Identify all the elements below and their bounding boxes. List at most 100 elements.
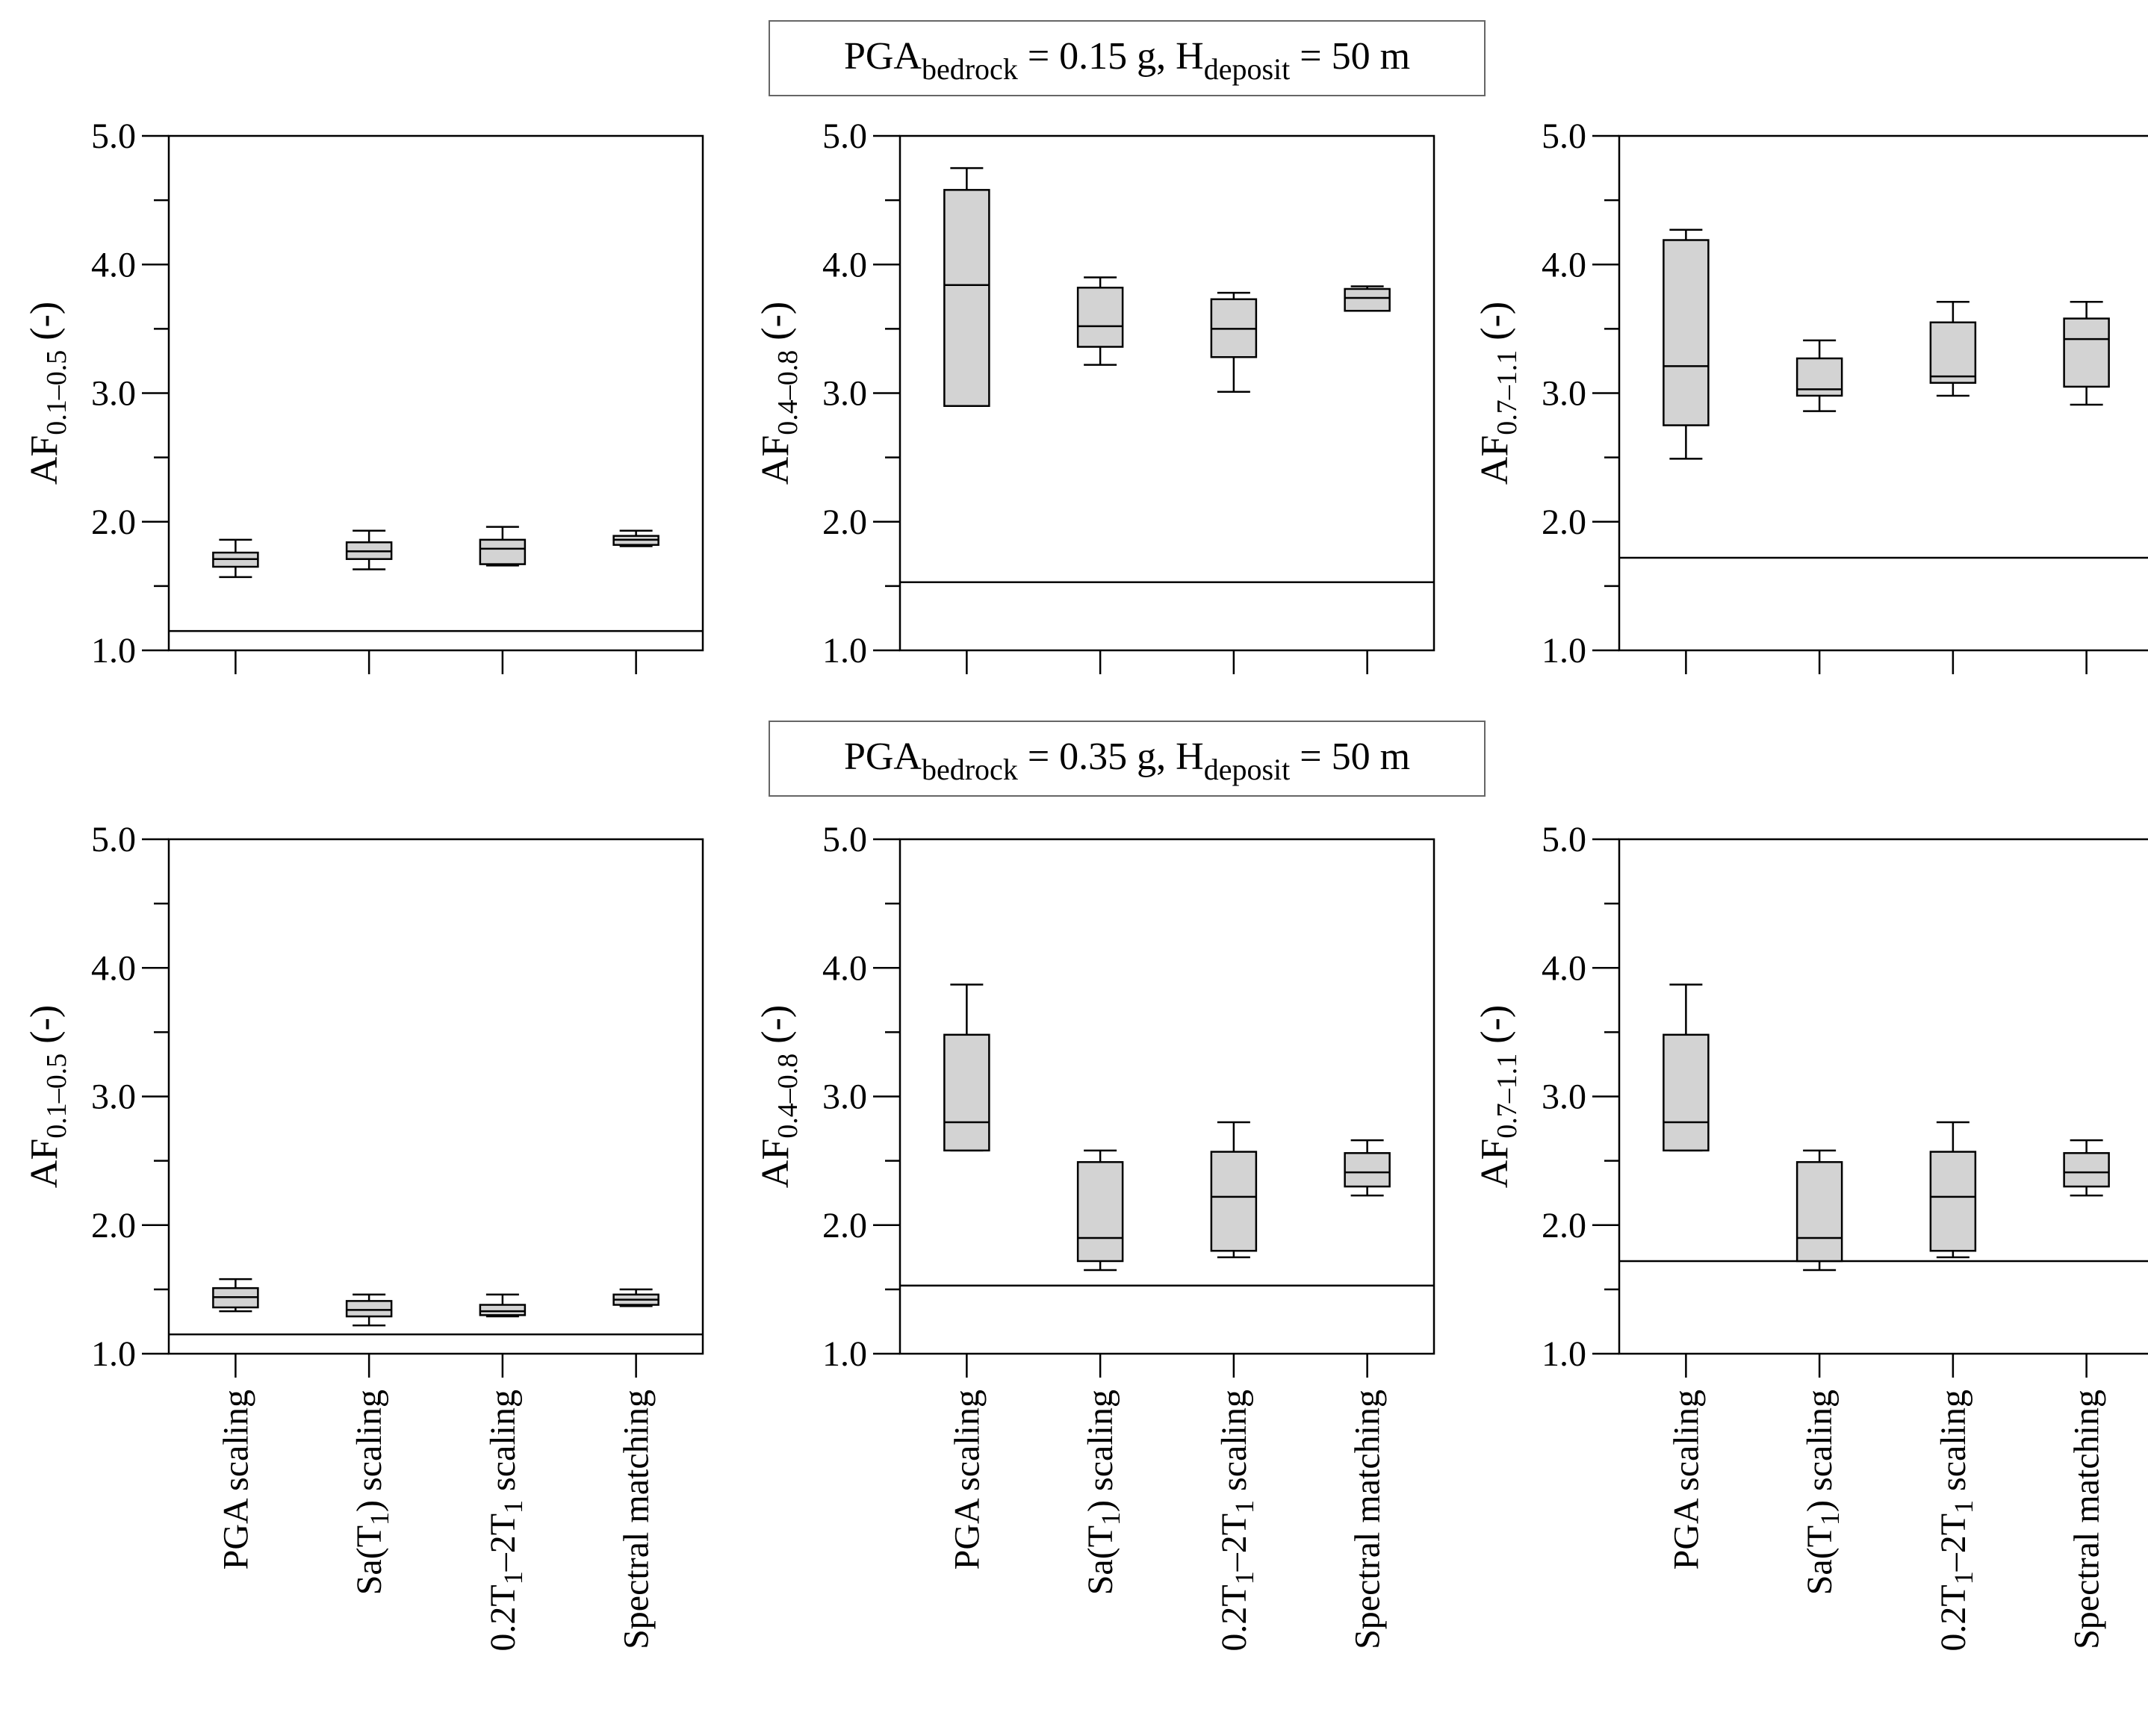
group-label-top-frame xyxy=(769,20,1486,96)
box-1 xyxy=(345,529,393,570)
group-label-bottom-frame xyxy=(769,721,1486,797)
y-tick-label: 1.0 xyxy=(822,1334,867,1374)
box-0 xyxy=(1663,228,1710,460)
iqr-box xyxy=(1076,287,1124,348)
panel-1-1: 1.0 2.0 3.0 4.0 5.0 AF0.4–0.8 (-) PGA scaling S… xyxy=(754,820,1435,1652)
iqr-box xyxy=(1344,287,1391,312)
y-tick-label: 4.0 xyxy=(822,948,867,988)
x-category-label-spectral: Spectral matching xyxy=(617,1390,656,1649)
y-tick-label: 3.0 xyxy=(822,1077,867,1117)
group-label-top-text: PGAbedrock = 0.15 g, Hdeposit = 50 m xyxy=(844,35,1410,86)
iqr-box xyxy=(1076,1161,1124,1263)
y-tick-label: 2.0 xyxy=(1542,503,1586,542)
plot-frame xyxy=(1618,838,2148,1355)
box-2 xyxy=(479,526,527,567)
box-0 xyxy=(212,1278,259,1313)
iqr-box xyxy=(2063,317,2110,388)
x-category-label-sa-t1: Sa(T1) scaling xyxy=(1800,1390,1845,1595)
plot-frame xyxy=(898,838,1435,1355)
box-0 xyxy=(212,538,259,579)
y-tick-label: 3.0 xyxy=(1542,374,1586,414)
y-tick-label: 4.0 xyxy=(1542,245,1586,284)
panel-1-0: 1.0 2.0 3.0 4.0 5.0 AF0.1–0.5 (-) PGA scaling S… xyxy=(23,820,704,1652)
x-category-label-sa-t1: Sa(T1) scaling xyxy=(350,1390,394,1595)
iqr-box xyxy=(943,189,990,407)
box-3 xyxy=(612,529,659,547)
y-axis-label: AF0.4–0.8 (-) xyxy=(754,302,804,485)
plot-frame xyxy=(167,838,704,1355)
box-2 xyxy=(1210,1121,1258,1259)
x-category-label-pga: PGA scaling xyxy=(1666,1390,1706,1569)
box-0 xyxy=(943,167,990,407)
box-0 xyxy=(943,983,990,1152)
box-1 xyxy=(345,1293,393,1327)
y-tick-label: 4.0 xyxy=(91,245,136,284)
panels: 1.0 2.0 3.0 4.0 5.0 AF0.1–0.5 (-) 1.0 2.0 3.0 4.0… xyxy=(23,116,2148,1652)
y-tick-label: 5.0 xyxy=(1542,820,1586,859)
x-category-label-spectral: Spectral matching xyxy=(1348,1390,1388,1649)
iqr-box xyxy=(943,1033,990,1152)
group-label-top: PGAbedrock = 0.15 g, Hdeposit = 50 m xyxy=(769,20,1486,96)
x-category-label-pga: PGA scaling xyxy=(216,1390,255,1569)
x-category-label-spectral: Spectral matching xyxy=(2067,1390,2107,1649)
x-category-label-pga: PGA scaling xyxy=(947,1390,987,1569)
box-2 xyxy=(1929,1121,1977,1259)
y-tick-label: 4.0 xyxy=(1542,948,1586,988)
y-tick-label: 1.0 xyxy=(1542,1334,1586,1374)
y-tick-label: 3.0 xyxy=(91,1077,136,1117)
box-2 xyxy=(479,1293,527,1318)
y-axis-label: AF0.1–0.5 (-) xyxy=(23,302,72,485)
iqr-box xyxy=(1210,1151,1258,1252)
plot-frame xyxy=(898,134,1435,652)
y-tick-label: 2.0 xyxy=(1542,1206,1586,1245)
iqr-box xyxy=(345,1300,393,1318)
y-tick-label: 2.0 xyxy=(91,503,136,542)
y-tick-label: 5.0 xyxy=(822,820,867,859)
x-category-label-sa-t1: Sa(T1) scaling xyxy=(1081,1390,1126,1595)
box-2 xyxy=(1929,300,1977,397)
y-tick-label: 5.0 xyxy=(91,820,136,859)
box-2 xyxy=(1210,291,1258,393)
box-1 xyxy=(1795,339,1843,412)
plot-frame xyxy=(1618,134,2148,652)
iqr-box xyxy=(2063,1152,2110,1188)
group-label-bottom-text: PGAbedrock = 0.35 g, Hdeposit = 50 m xyxy=(844,735,1410,786)
panel-1-2: 1.0 2.0 3.0 4.0 5.0 AF0.7–1.1 (-) PGA scaling S… xyxy=(1474,820,2148,1652)
iqr-box xyxy=(1795,1161,1843,1263)
box-3 xyxy=(612,1288,659,1307)
panel-0-2: 1.0 2.0 3.0 4.0 5.0 AF0.7–1.1 (-) xyxy=(1474,116,2148,674)
y-axis-label: AF0.1–0.5 (-) xyxy=(23,1005,72,1188)
group-label-bottom: PGAbedrock = 0.35 g, Hdeposit = 50 m xyxy=(769,721,1486,797)
y-tick-label: 5.0 xyxy=(1542,116,1586,156)
y-tick-label: 1.0 xyxy=(1542,631,1586,671)
y-tick-label: 2.0 xyxy=(822,1206,867,1245)
box-1 xyxy=(1076,1149,1124,1272)
y-tick-label: 4.0 xyxy=(822,245,867,284)
iqr-box xyxy=(1663,1033,1710,1152)
box-3 xyxy=(2063,300,2110,406)
y-tick-label: 5.0 xyxy=(822,116,867,156)
iqr-box xyxy=(1929,321,1977,384)
y-axis-label: AF0.7–1.1 (-) xyxy=(1474,302,1523,485)
y-tick-label: 3.0 xyxy=(822,374,867,414)
y-tick-label: 3.0 xyxy=(1542,1077,1586,1117)
y-axis-label: AF0.7–1.1 (-) xyxy=(1474,1005,1523,1188)
x-category-label-02t1-2t1: 0.2T1–2T1 scaling xyxy=(483,1390,528,1652)
y-tick-label: 3.0 xyxy=(91,374,136,414)
panel-0-1: 1.0 2.0 3.0 4.0 5.0 AF0.4–0.8 (-) xyxy=(754,116,1435,674)
box-3 xyxy=(2063,1139,2110,1197)
panel-0-0: 1.0 2.0 3.0 4.0 5.0 AF0.1–0.5 (-) xyxy=(23,116,704,674)
x-category-label-02t1-2t1: 0.2T1–2T1 scaling xyxy=(1214,1390,1259,1652)
box-0 xyxy=(1663,983,1710,1152)
iqr-box xyxy=(1663,239,1710,426)
x-category-label-02t1-2t1: 0.2T1–2T1 scaling xyxy=(1934,1390,1978,1652)
y-tick-label: 4.0 xyxy=(91,948,136,988)
box-1 xyxy=(1795,1149,1843,1272)
y-tick-label: 1.0 xyxy=(91,1334,136,1374)
y-tick-label: 1.0 xyxy=(91,631,136,671)
iqr-box xyxy=(1344,1152,1391,1188)
y-tick-label: 1.0 xyxy=(822,631,867,671)
iqr-box xyxy=(1929,1151,1977,1252)
